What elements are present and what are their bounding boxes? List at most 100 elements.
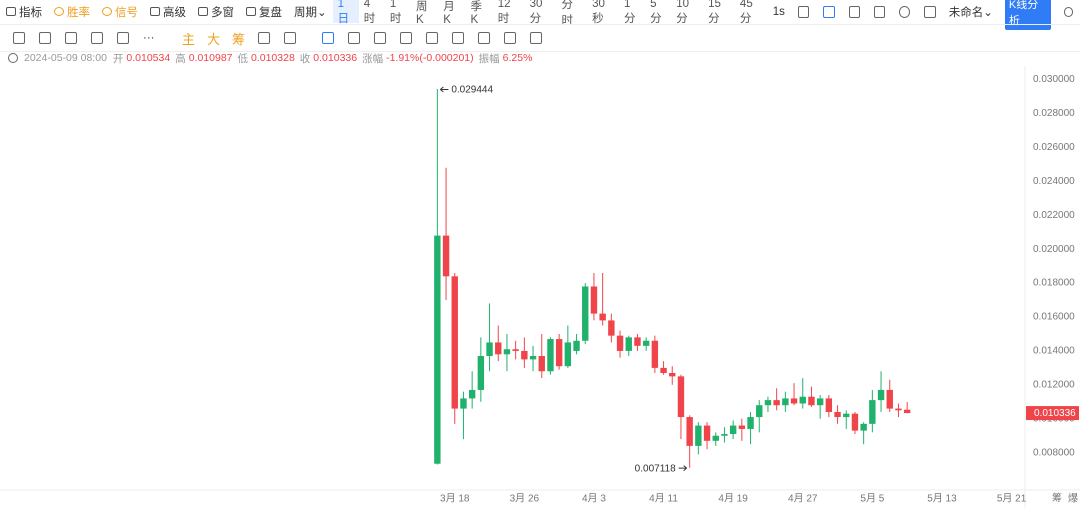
candle-body (582, 286, 589, 341)
candle-body (468, 389, 476, 399)
candle-body (834, 411, 841, 418)
candle-body (825, 398, 833, 412)
draw-tool[interactable] (117, 32, 129, 44)
info-value: 0.010987 (188, 52, 233, 64)
layout-menu[interactable]: 未命名 ⌄ (943, 0, 999, 23)
draw-tool[interactable] (284, 32, 297, 44)
candle-body (599, 313, 606, 321)
draw-tool[interactable] (348, 32, 361, 44)
candle-body (729, 425, 737, 435)
period-button[interactable]: 15分 (708, 0, 721, 25)
draw-tool[interactable] (478, 32, 491, 44)
candle-body (703, 425, 711, 441)
period-button[interactable]: 5分 (650, 0, 662, 25)
period-button[interactable]: 季K (470, 0, 482, 26)
candle-body (895, 408, 902, 411)
chip[interactable]: 主 (182, 31, 196, 47)
x-tick-label: 5月 21 (997, 493, 1027, 505)
icon[interactable] (924, 5, 936, 18)
candle-body (773, 400, 780, 406)
draw-tool[interactable] (91, 32, 103, 44)
y-tick-label: 0.028000 (1033, 108, 1075, 119)
x-tick-label: 4月 27 (788, 493, 818, 505)
period-button[interactable]: 1时 (389, 0, 402, 25)
icon[interactable] (899, 5, 911, 18)
y-tick-label: 0.008000 (1033, 447, 1075, 458)
period-button[interactable]: 月K (443, 0, 455, 26)
info-value: 0.010328 (251, 52, 295, 64)
period-button[interactable]: 1分 (623, 0, 636, 25)
draw-tool[interactable] (322, 32, 335, 44)
candle-body (651, 340, 659, 368)
candle-body (434, 235, 441, 464)
draw-tool[interactable] (65, 32, 77, 44)
period-button[interactable]: 30分 (529, 0, 543, 25)
info-label: 振幅 (478, 52, 500, 65)
share-icon[interactable] (1063, 6, 1073, 17)
draw-tool[interactable]: ··· (143, 32, 155, 44)
draw-tool[interactable] (13, 32, 25, 44)
draw-tool[interactable] (258, 32, 271, 44)
period-button[interactable]: 分时 (561, 0, 573, 27)
tool-button[interactable]: 周期 ⌄ (288, 0, 333, 23)
collapse-icon[interactable] (8, 53, 18, 63)
interval-button[interactable]: 1s (772, 5, 785, 18)
tool-label: 信号 (115, 6, 138, 19)
draw-tool[interactable] (504, 32, 517, 44)
period-button[interactable]: 30秒 (592, 0, 605, 25)
tool-button[interactable]: 复盘 (240, 0, 288, 23)
period-button[interactable]: 周K (415, 0, 428, 26)
info-date: 2024-05-09 08:00 (24, 52, 107, 64)
icon[interactable] (823, 5, 835, 18)
candle-body (538, 356, 545, 372)
candle-body (816, 398, 824, 406)
candle-body (756, 405, 763, 418)
tool-button[interactable]: 高级 (144, 0, 192, 23)
chip[interactable]: 大 (207, 31, 221, 47)
ohlc-info: 2024-05-09 08:00 开 0.010534 高 0.010987 低 0.… (0, 50, 1080, 66)
candle-body (712, 435, 719, 441)
x-tick-label: 4月 3 (582, 493, 606, 505)
period-button[interactable]: 45分 (739, 0, 753, 25)
tool-button[interactable]: 指标 (0, 0, 48, 23)
candle-body (564, 342, 572, 367)
draw-tool[interactable] (452, 32, 465, 44)
candle-body (747, 417, 754, 429)
candle-body (634, 337, 641, 346)
tool-label: 复盘 (259, 6, 282, 19)
candle-body (660, 367, 667, 373)
y-tick-label: 0.014000 (1033, 346, 1075, 357)
y-tick-label: 0.026000 (1033, 142, 1075, 153)
layout-name: 未命名 (948, 6, 984, 19)
info-label: 低 (237, 52, 249, 65)
draw-tool[interactable] (39, 32, 51, 44)
arrow (678, 465, 687, 472)
icon[interactable] (873, 5, 886, 18)
footer-item[interactable]: 爆 (1068, 493, 1078, 505)
info-value: 6.25% (502, 52, 533, 64)
period-button[interactable]: 4时 (363, 0, 376, 25)
draw-tool[interactable] (426, 32, 439, 44)
tool-label: 周期 (294, 6, 317, 19)
tool-button[interactable]: 信号 (96, 0, 144, 23)
draw-tool[interactable] (374, 32, 387, 44)
x-tick-label: 4月 11 (649, 493, 678, 505)
candle-body (790, 398, 798, 404)
icon[interactable] (848, 5, 860, 18)
candle-body (495, 342, 502, 355)
candle-body (442, 235, 450, 277)
period-button[interactable]: 12时 (497, 0, 511, 25)
icon[interactable] (797, 5, 810, 18)
candle-body (590, 286, 598, 314)
draw-tool[interactable] (400, 32, 413, 44)
tool-button[interactable]: 多窗 (192, 0, 240, 23)
candle-body (860, 423, 867, 431)
candle-body (677, 376, 685, 418)
period-button[interactable]: 10分 (676, 0, 689, 25)
period-button[interactable]: 1日 (332, 0, 359, 25)
tool-button[interactable]: 胜率 (48, 0, 96, 23)
draw-tool[interactable] (530, 32, 543, 44)
price-tag (1026, 406, 1079, 421)
footer-item[interactable]: 筹 (1052, 492, 1062, 505)
chip[interactable]: 筹 (232, 31, 246, 47)
